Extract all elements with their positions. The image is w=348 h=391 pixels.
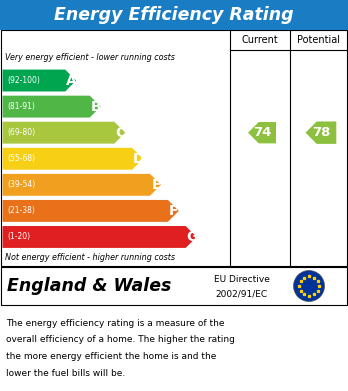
Polygon shape xyxy=(2,96,101,118)
Polygon shape xyxy=(2,70,76,91)
Bar xyxy=(1,30,347,266)
Text: England & Wales: England & Wales xyxy=(7,277,171,295)
Text: 78: 78 xyxy=(312,126,330,139)
Text: A: A xyxy=(66,74,77,88)
Text: (55-68): (55-68) xyxy=(8,154,35,163)
Text: Not energy efficient - higher running costs: Not energy efficient - higher running co… xyxy=(5,253,175,262)
Polygon shape xyxy=(2,200,179,222)
Text: Energy Efficiency Rating: Energy Efficiency Rating xyxy=(54,6,294,24)
Polygon shape xyxy=(2,148,143,170)
Text: 74: 74 xyxy=(253,126,271,139)
Text: lower the fuel bills will be.: lower the fuel bills will be. xyxy=(6,368,125,377)
Text: (69-80): (69-80) xyxy=(8,128,35,137)
Polygon shape xyxy=(2,226,197,248)
Text: 2002/91/EC: 2002/91/EC xyxy=(216,289,268,298)
Text: overall efficiency of a home. The higher the rating: overall efficiency of a home. The higher… xyxy=(6,335,235,344)
Text: (92-100): (92-100) xyxy=(8,76,40,85)
Text: EU Directive: EU Directive xyxy=(214,276,270,285)
Text: G: G xyxy=(186,230,197,244)
Bar xyxy=(0,0,348,30)
Text: C: C xyxy=(115,126,125,140)
Text: D: D xyxy=(133,152,144,166)
Text: Very energy efficient - lower running costs: Very energy efficient - lower running co… xyxy=(5,54,175,63)
Text: (39-54): (39-54) xyxy=(8,180,36,189)
Text: (21-38): (21-38) xyxy=(8,206,35,215)
Text: the more energy efficient the home is and the: the more energy efficient the home is an… xyxy=(6,352,216,361)
Text: Potential: Potential xyxy=(297,35,340,45)
Polygon shape xyxy=(2,122,125,143)
Bar xyxy=(1,267,347,305)
Text: (81-91): (81-91) xyxy=(8,102,35,111)
Circle shape xyxy=(293,271,325,301)
Text: F: F xyxy=(169,204,179,218)
Polygon shape xyxy=(248,122,276,143)
Text: The energy efficiency rating is a measure of the: The energy efficiency rating is a measur… xyxy=(6,319,224,328)
Polygon shape xyxy=(306,122,336,144)
Text: E: E xyxy=(151,178,161,192)
Text: B: B xyxy=(90,100,101,114)
Polygon shape xyxy=(2,174,161,196)
Text: (1-20): (1-20) xyxy=(8,233,31,242)
Text: Current: Current xyxy=(242,35,278,45)
